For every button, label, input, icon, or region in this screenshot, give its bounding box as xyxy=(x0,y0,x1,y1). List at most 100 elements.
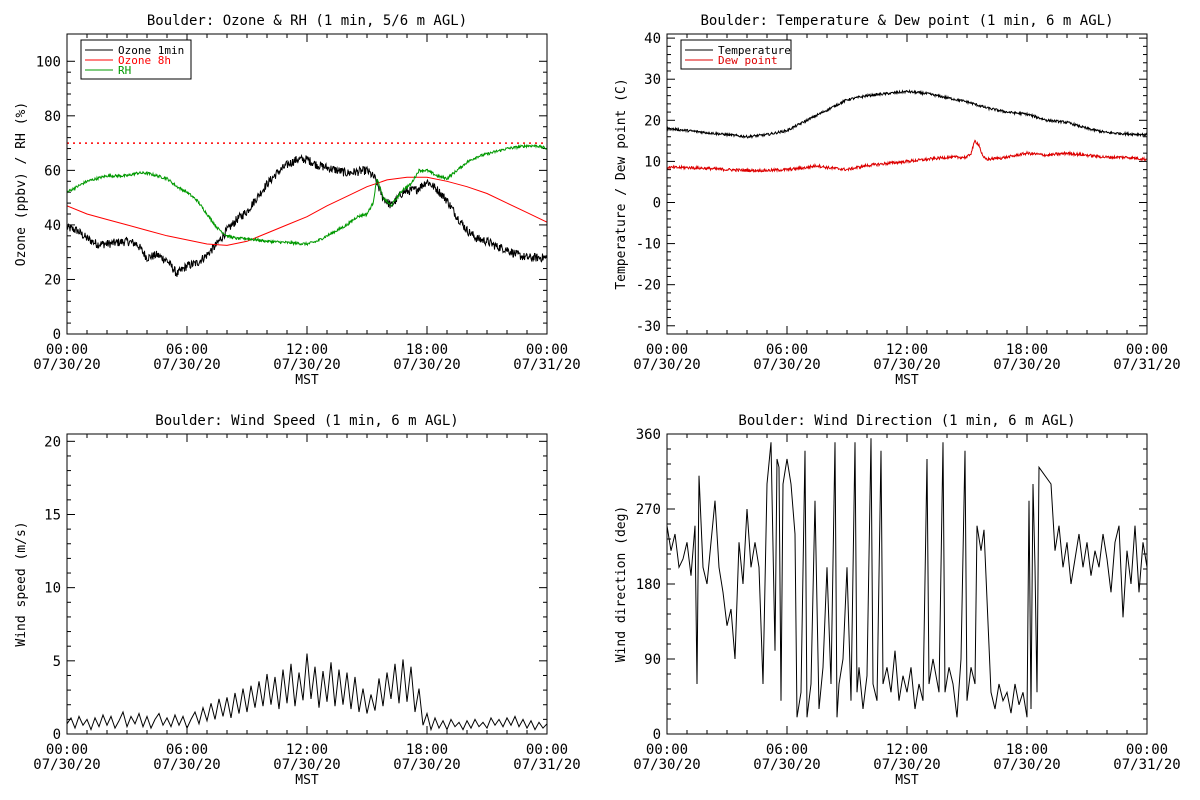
series-line-temperature xyxy=(667,89,1147,139)
y-tick-label: -10 xyxy=(636,237,661,253)
y-tick-label: 0 xyxy=(53,327,61,343)
x-tick-label: 12:00 xyxy=(286,742,328,758)
chart-panel-1: Boulder: Ozone & RH (1 min, 5/6 m AGL) 0 2… xyxy=(14,13,581,388)
x-tick-date-label: 07/30/20 xyxy=(153,357,220,373)
legend-entry: Ozone 8h xyxy=(118,54,171,67)
x-tick-label: 18:00 xyxy=(406,742,448,758)
x-tick-label: 06:00 xyxy=(766,342,808,358)
x-tick-date-label: 07/30/20 xyxy=(393,357,460,373)
x-tick-date-label: 07/31/20 xyxy=(1113,357,1180,373)
series-line-ozone-1min xyxy=(67,153,547,277)
x-tick-date-label: 07/30/20 xyxy=(633,757,700,773)
x-tick-label: 06:00 xyxy=(166,342,208,358)
x-axis-label: MST xyxy=(295,373,319,388)
x-tick-label: 18:00 xyxy=(1006,742,1048,758)
plot-frame xyxy=(66,433,548,735)
plot-frame xyxy=(666,33,1148,335)
plot-frame xyxy=(666,433,1148,735)
x-tick-label: 00:00 xyxy=(646,742,688,758)
x-tick-label: 00:00 xyxy=(526,742,568,758)
y-tick-label: -30 xyxy=(636,319,661,335)
chart-panel-4: Boulder: Wind Direction (1 min, 6 m AGL)… xyxy=(614,413,1181,788)
y-tick-label: 80 xyxy=(44,109,61,125)
y-axis-label: Temperature / Dew point (C) xyxy=(614,78,629,289)
x-tick-label: 00:00 xyxy=(1126,742,1168,758)
series-line-rh xyxy=(67,143,547,247)
series-line-data xyxy=(67,653,547,732)
x-tick-date-label: 07/30/20 xyxy=(993,757,1060,773)
x-tick-label: 00:00 xyxy=(46,742,88,758)
x-axis-label: MST xyxy=(895,373,919,388)
y-tick-label: 60 xyxy=(44,163,61,179)
y-axis-label: Wind direction (deg) xyxy=(614,506,629,663)
chart-title: Boulder: Wind Direction (1 min, 6 m AGL) xyxy=(738,413,1075,429)
plot-area xyxy=(667,89,1147,174)
x-tick-label: 00:00 xyxy=(46,342,88,358)
y-axis-label: Wind speed (m/s) xyxy=(14,521,29,646)
chart-title: Boulder: Ozone & RH (1 min, 5/6 m AGL) xyxy=(147,13,467,29)
x-tick-date-label: 07/30/20 xyxy=(753,357,820,373)
y-tick-label: 20 xyxy=(644,113,661,129)
x-axis-label: MST xyxy=(895,773,919,788)
legend-box xyxy=(680,39,792,70)
y-tick-label: 100 xyxy=(36,54,61,70)
x-tick-date-label: 07/30/20 xyxy=(273,757,340,773)
x-tick-date-label: 07/30/20 xyxy=(753,757,820,773)
y-tick-label: 20 xyxy=(44,434,61,450)
x-tick-label: 18:00 xyxy=(1006,342,1048,358)
x-tick-label: 00:00 xyxy=(526,342,568,358)
y-tick-label: 30 xyxy=(644,72,661,88)
y-tick-label: 0 xyxy=(53,727,61,743)
x-axis-label: MST xyxy=(295,773,319,788)
x-tick-label: 00:00 xyxy=(1126,342,1168,358)
x-tick-date-label: 07/31/20 xyxy=(513,757,580,773)
x-tick-date-label: 07/30/20 xyxy=(633,357,700,373)
y-tick-label: 180 xyxy=(636,577,661,593)
chart-title: Boulder: Wind Speed (1 min, 6 m AGL) xyxy=(155,413,458,429)
x-tick-date-label: 07/30/20 xyxy=(873,357,940,373)
x-tick-date-label: 07/30/20 xyxy=(873,757,940,773)
y-tick-label: 15 xyxy=(44,507,61,523)
legend-entry: Ozone 1min xyxy=(118,44,184,57)
x-tick-date-label: 07/30/20 xyxy=(393,757,460,773)
chart-panel-2: Boulder: Temperature & Dew point (1 min,… xyxy=(614,13,1181,388)
y-axis-label: Ozone (ppbv) / RH (%) xyxy=(14,102,29,266)
y-tick-label: 10 xyxy=(644,154,661,170)
plot-frame xyxy=(66,33,548,335)
y-tick-label: 5 xyxy=(53,654,61,670)
x-tick-date-label: 07/31/20 xyxy=(1113,757,1180,773)
x-tick-date-label: 07/30/20 xyxy=(273,357,340,373)
chart-panel-3: Boulder: Wind Speed (1 min, 6 m AGL) 0 5 10… xyxy=(14,413,581,788)
legend-entry: RH xyxy=(118,64,131,77)
series-line-ozone-8h xyxy=(67,176,547,246)
plot-area xyxy=(67,653,547,732)
y-tick-label: 0 xyxy=(653,195,661,211)
x-tick-date-label: 07/30/20 xyxy=(33,757,100,773)
y-tick-label: 20 xyxy=(44,272,61,288)
x-tick-label: 00:00 xyxy=(646,342,688,358)
x-tick-date-label: 07/30/20 xyxy=(993,357,1060,373)
x-tick-label: 06:00 xyxy=(766,742,808,758)
series-line-dew-point xyxy=(667,139,1147,174)
legend-entry: Dew point xyxy=(718,54,778,67)
y-tick-label: 90 xyxy=(644,652,661,668)
y-tick-label: 10 xyxy=(44,581,61,597)
y-tick-label: 270 xyxy=(636,502,661,518)
y-tick-label: 0 xyxy=(653,727,661,743)
y-tick-label: 360 xyxy=(636,427,661,443)
legend-entry: Temperature xyxy=(718,44,791,57)
y-tick-label: -20 xyxy=(636,278,661,294)
chart-title: Boulder: Temperature & Dew point (1 min,… xyxy=(700,13,1113,29)
plot-area xyxy=(67,142,547,277)
x-tick-label: 18:00 xyxy=(406,342,448,358)
x-tick-label: 06:00 xyxy=(166,742,208,758)
y-tick-label: 40 xyxy=(44,218,61,234)
x-tick-date-label: 07/31/20 xyxy=(513,357,580,373)
y-tick-label: 40 xyxy=(644,31,661,47)
x-tick-label: 12:00 xyxy=(886,342,928,358)
x-tick-date-label: 07/30/20 xyxy=(33,357,100,373)
x-tick-date-label: 07/30/20 xyxy=(153,757,220,773)
